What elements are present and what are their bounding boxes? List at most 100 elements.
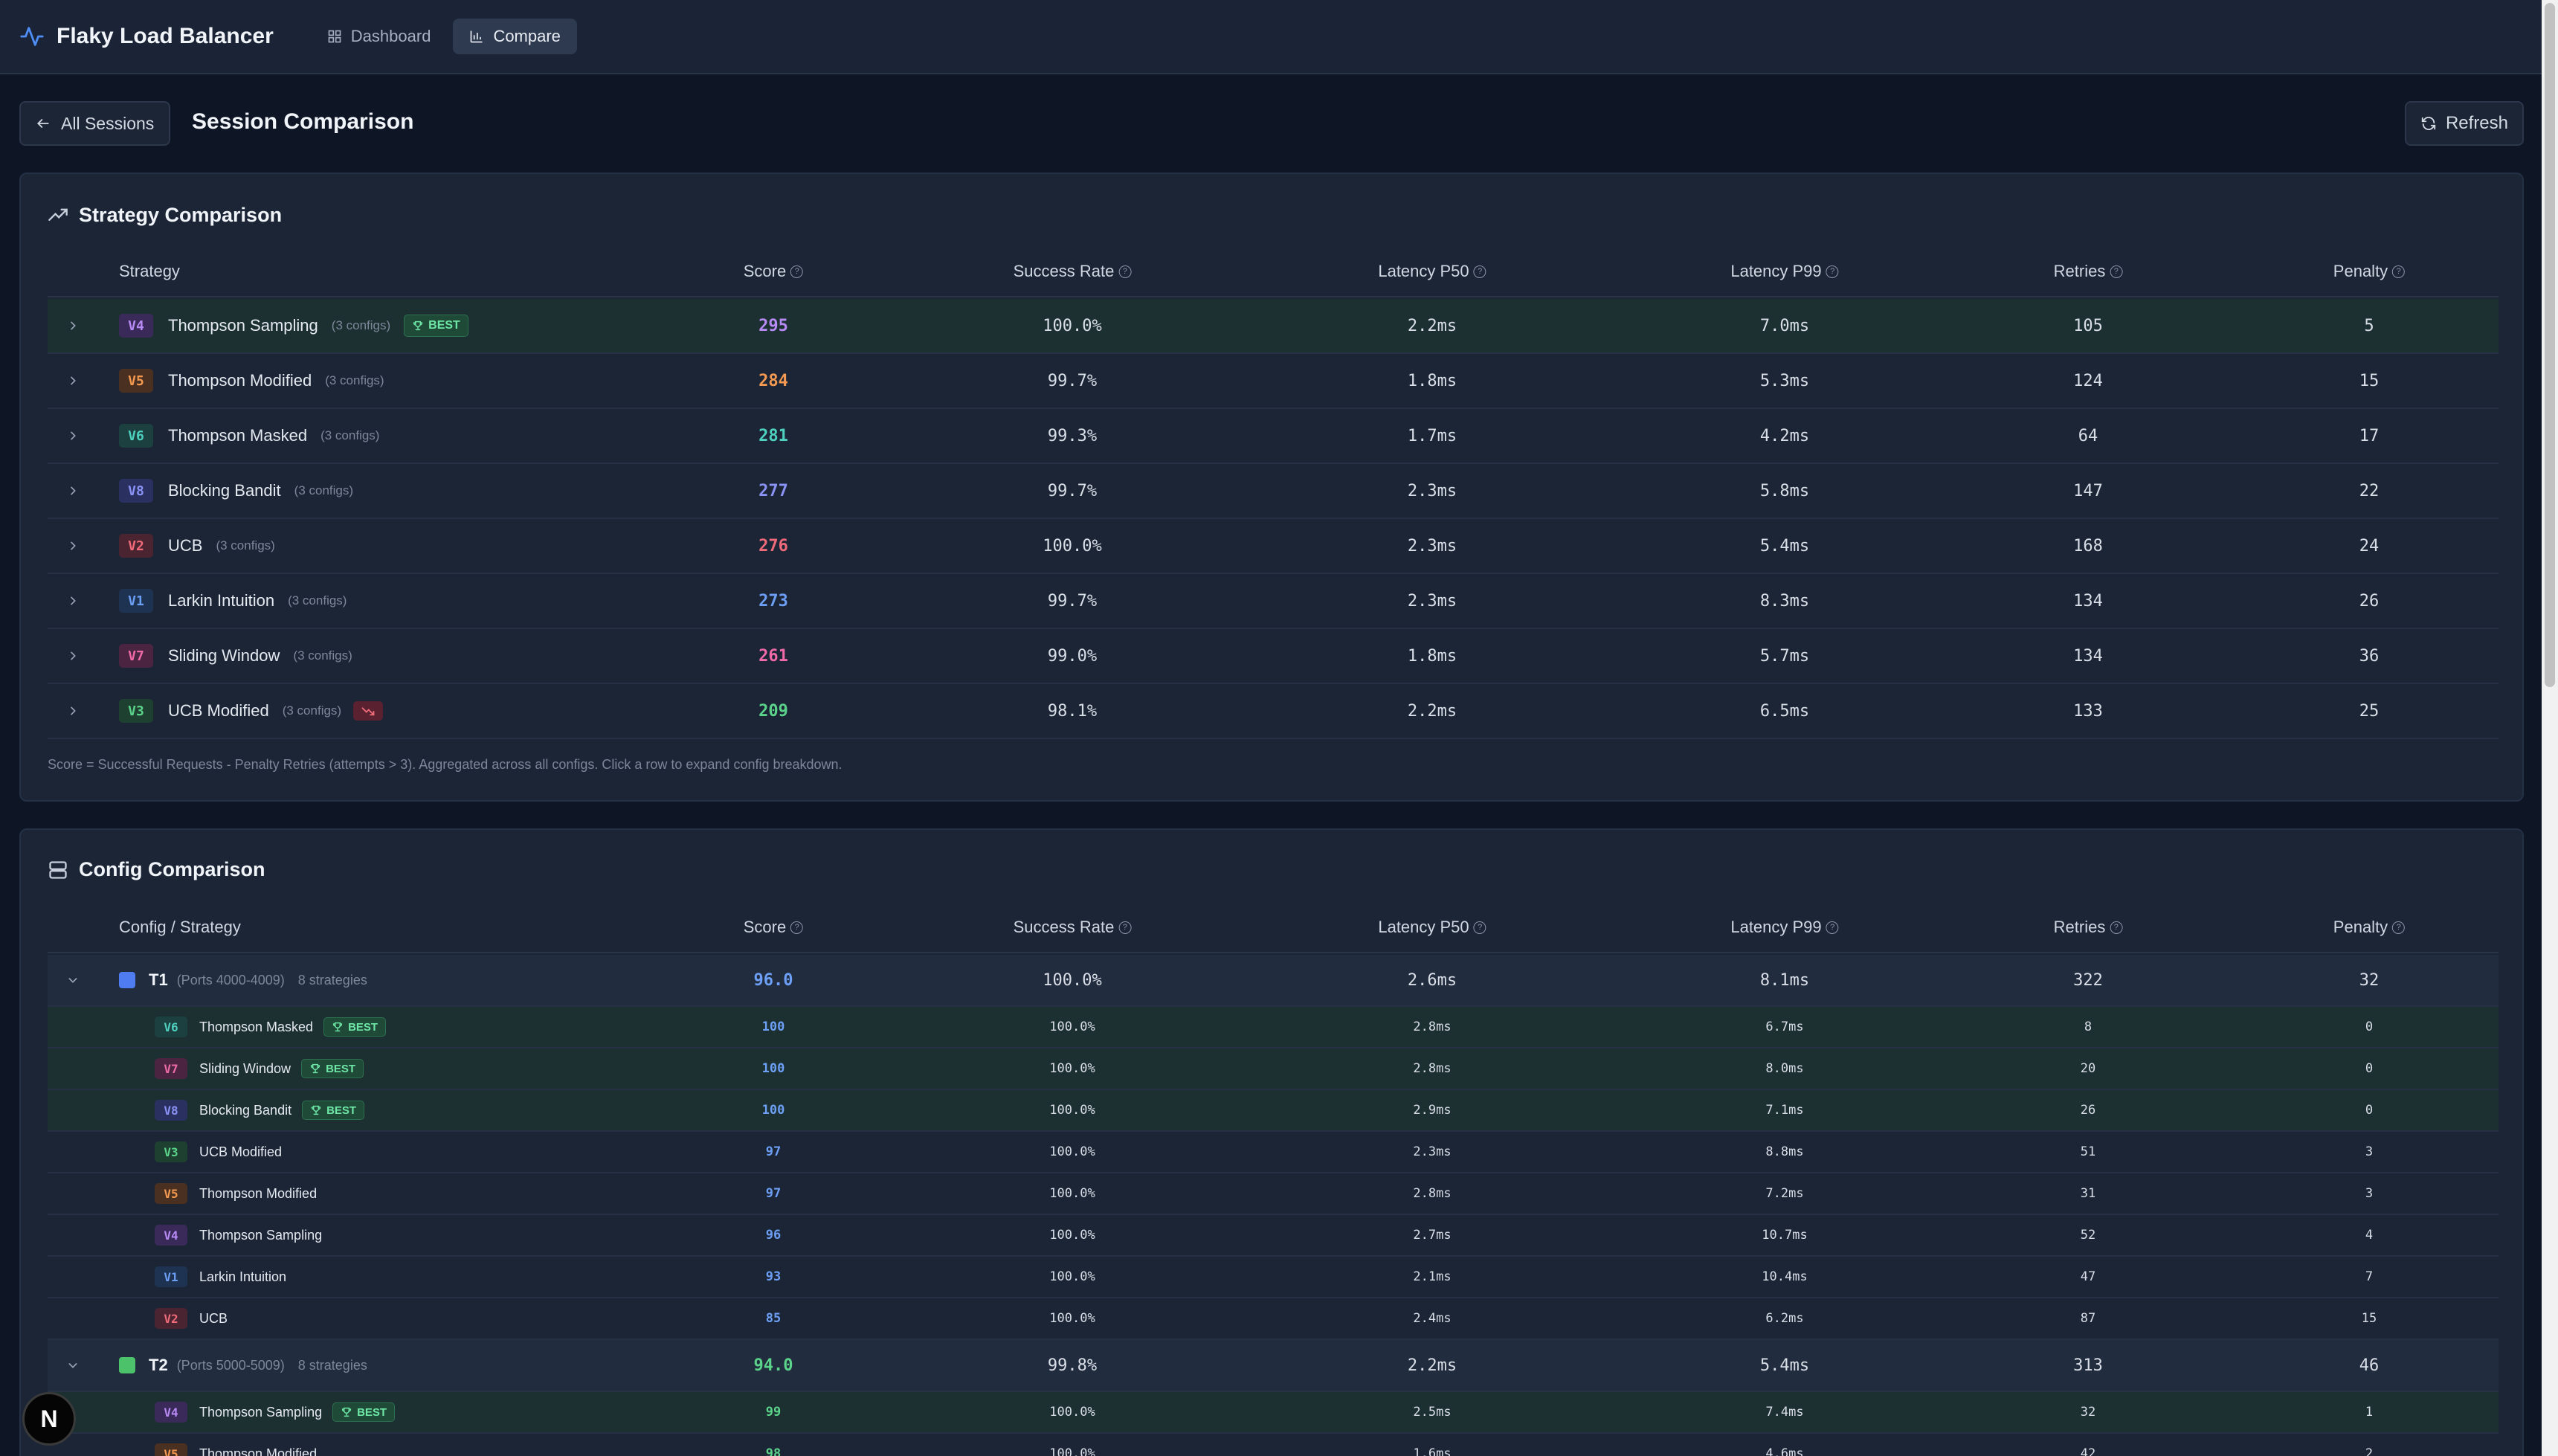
info-icon[interactable]: ? bbox=[1118, 921, 1132, 934]
cell-value: 168 bbox=[2073, 536, 2103, 555]
cell-value: 4.6ms bbox=[1765, 1446, 1804, 1456]
col-penalty-label: Penalty bbox=[2333, 918, 2388, 936]
info-icon[interactable]: ? bbox=[2392, 265, 2406, 278]
cell-value: 2.7ms bbox=[1413, 1228, 1452, 1243]
config-group-row[interactable]: T2 (Ports 5000-5009) 8 strategies 94.0 99.8%… bbox=[48, 1340, 2499, 1392]
cell-value: 2 bbox=[2365, 1446, 2374, 1456]
trending-up-icon bbox=[48, 208, 68, 221]
config-strategy-row[interactable]: V4 Thompson Sampling BEST 99 100.0% 2.5ms 7.4m… bbox=[48, 1392, 2499, 1434]
chevron-down-icon[interactable] bbox=[67, 955, 79, 1005]
cell-value: 2.2ms bbox=[1407, 316, 1457, 335]
cell-value: 52 bbox=[2080, 1228, 2096, 1243]
config-strategy-row[interactable]: V3 UCB Modified 97 100.0% 2.3ms 8.8ms 51 3 bbox=[48, 1132, 2499, 1173]
cell-value: 1.8ms bbox=[1407, 371, 1457, 390]
strategy-row[interactable]: V8 Blocking Bandit (3 configs) 277 99.7% 2.3m… bbox=[48, 464, 2499, 519]
chevron-right-icon[interactable] bbox=[67, 299, 79, 352]
strategy-name: Thompson Sampling bbox=[199, 1404, 323, 1420]
app-title: Flaky Load Balancer bbox=[57, 24, 274, 48]
strategy-row[interactable]: V7 Sliding Window (3 configs) 261 99.0% 1.8ms… bbox=[48, 629, 2499, 684]
cell-value: 94.0 bbox=[753, 1356, 793, 1375]
config-strategy-row[interactable]: V7 Sliding Window BEST 100 100.0% 2.8ms 8.0ms 2… bbox=[48, 1048, 2499, 1090]
info-icon[interactable]: ? bbox=[1473, 265, 1486, 278]
chevron-right-icon[interactable] bbox=[67, 574, 79, 628]
strategy-row[interactable]: V4 Thompson Sampling (3 configs) BEST 295 100… bbox=[48, 299, 2499, 354]
cell-value: 284 bbox=[758, 371, 788, 390]
config-group-row[interactable]: T1 (Ports 4000-4009) 8 strategies 96.0 100.0… bbox=[48, 955, 2499, 1007]
version-badge: V8 bbox=[119, 479, 153, 503]
chevron-right-icon[interactable] bbox=[67, 464, 79, 518]
strategy-name: Blocking Bandit bbox=[168, 481, 281, 500]
version-badge: V7 bbox=[119, 644, 153, 668]
info-icon[interactable]: ? bbox=[1826, 265, 1839, 278]
trending-down-icon bbox=[361, 707, 375, 716]
config-strategy-row[interactable]: V8 Blocking Bandit BEST 100 100.0% 2.9ms 7.1ms… bbox=[48, 1090, 2499, 1132]
version-badge: V5 bbox=[119, 369, 153, 393]
config-strategy-row[interactable]: V5 Thompson Modified 97 100.0% 2.8ms 7.2ms 31 3 bbox=[48, 1173, 2499, 1215]
config-count: (3 configs) bbox=[331, 318, 391, 332]
cell-value: 322 bbox=[2073, 970, 2103, 990]
version-badge: V4 bbox=[119, 314, 153, 338]
col-p50-label: Latency P50 bbox=[1378, 918, 1469, 936]
info-icon[interactable]: ? bbox=[1473, 921, 1486, 934]
score-footnote: Score = Successful Requests - Penalty Re… bbox=[48, 757, 843, 772]
all-sessions-button[interactable]: All Sessions bbox=[19, 101, 171, 146]
config-count: (3 configs) bbox=[216, 538, 275, 553]
info-icon[interactable]: ? bbox=[2110, 921, 2123, 934]
cell-value: 100.0% bbox=[1043, 536, 1102, 555]
config-strategy-row[interactable]: V2 UCB 85 100.0% 2.4ms 6.2ms 87 15 bbox=[48, 1298, 2499, 1340]
chevron-right-icon[interactable] bbox=[67, 409, 79, 463]
chevron-down-icon[interactable] bbox=[67, 1340, 79, 1391]
config-strategy-row[interactable]: V5 Thompson Modified 98 100.0% 1.6ms 4.6ms 42 2 bbox=[48, 1434, 2499, 1456]
config-strategy-row[interactable]: V1 Larkin Intuition 93 100.0% 2.1ms 10.4ms 47 7 bbox=[48, 1257, 2499, 1298]
chevron-right-icon[interactable] bbox=[67, 519, 79, 573]
col-penalty-label: Penalty bbox=[2333, 262, 2388, 280]
info-icon[interactable]: ? bbox=[1826, 921, 1839, 934]
cell-value: 2.8ms bbox=[1413, 1186, 1452, 1201]
config-strategy-row[interactable]: V4 Thompson Sampling 96 100.0% 2.7ms 10.7ms 52… bbox=[48, 1215, 2499, 1257]
best-badge: BEST bbox=[301, 1059, 364, 1078]
version-badge: V6 bbox=[155, 1017, 187, 1037]
strategy-row[interactable]: V5 Thompson Modified (3 configs) 284 99.7% 1.… bbox=[48, 354, 2499, 409]
strategy-name: Thompson Modified bbox=[199, 1446, 318, 1456]
nav-compare[interactable]: Compare bbox=[453, 19, 577, 54]
brand[interactable]: Flaky Load Balancer bbox=[19, 24, 274, 49]
chevron-right-icon[interactable] bbox=[67, 354, 79, 408]
cell-value: 134 bbox=[2073, 646, 2103, 666]
refresh-button[interactable]: Refresh bbox=[2405, 101, 2524, 146]
scrollbar[interactable] bbox=[2542, 0, 2558, 1456]
cell-value: 97 bbox=[765, 1144, 782, 1159]
cell-value: 2.3ms bbox=[1407, 536, 1457, 555]
cell-value: 313 bbox=[2073, 1356, 2103, 1375]
best-label: BEST bbox=[326, 1062, 356, 1075]
strategy-row[interactable]: V2 UCB (3 configs) 276 100.0% 2.3ms 5.4ms 168 24 bbox=[48, 519, 2499, 574]
col-strategy-label: Strategy bbox=[119, 262, 180, 280]
nav-dashboard[interactable]: Dashboard bbox=[311, 19, 448, 54]
cell-value: 4.2ms bbox=[1759, 426, 1810, 445]
config-comparison-title: Config Comparison bbox=[48, 858, 265, 881]
col-strategy: Strategy bbox=[119, 245, 180, 297]
strategy-row[interactable]: V1 Larkin Intuition (3 configs) 273 99.7% 2.3… bbox=[48, 574, 2499, 629]
strategy-name-cell: V5 Thompson Modified bbox=[155, 1173, 317, 1214]
info-icon[interactable]: ? bbox=[1118, 265, 1132, 278]
chevron-right-icon[interactable] bbox=[67, 684, 79, 738]
strategy-name-cell: V1 Larkin Intuition (3 configs) bbox=[119, 574, 347, 628]
best-badge: BEST bbox=[323, 1017, 387, 1037]
strategy-row[interactable]: V6 Thompson Masked (3 configs) 281 99.3% 1.7m… bbox=[48, 409, 2499, 464]
info-icon[interactable]: ? bbox=[790, 921, 804, 934]
strategy-name: Thompson Sampling bbox=[168, 316, 318, 335]
cell-value: 209 bbox=[758, 701, 788, 721]
info-icon[interactable]: ? bbox=[2392, 921, 2406, 934]
strategy-row[interactable]: V3 UCB Modified (3 configs) 209 98.1% 2.2ms 6.… bbox=[48, 684, 2499, 739]
info-icon[interactable]: ? bbox=[2110, 265, 2123, 278]
scrollbar-thumb[interactable] bbox=[2545, 3, 2555, 687]
config-strategy-row[interactable]: V6 Thompson Masked BEST 100 100.0% 2.8ms 6.7ms… bbox=[48, 1007, 2499, 1048]
col-success-label: Success Rate bbox=[1013, 262, 1115, 280]
dev-tools-button[interactable]: N bbox=[22, 1392, 76, 1446]
config-count: (3 configs) bbox=[293, 648, 352, 663]
cell-value: 8 bbox=[2084, 1019, 2093, 1034]
best-badge: BEST bbox=[332, 1402, 396, 1422]
chevron-right-icon[interactable] bbox=[67, 629, 79, 683]
cell-value: 4 bbox=[2365, 1228, 2374, 1243]
info-icon[interactable]: ? bbox=[790, 265, 804, 278]
config-strategy-count: 8 strategies bbox=[297, 972, 367, 988]
